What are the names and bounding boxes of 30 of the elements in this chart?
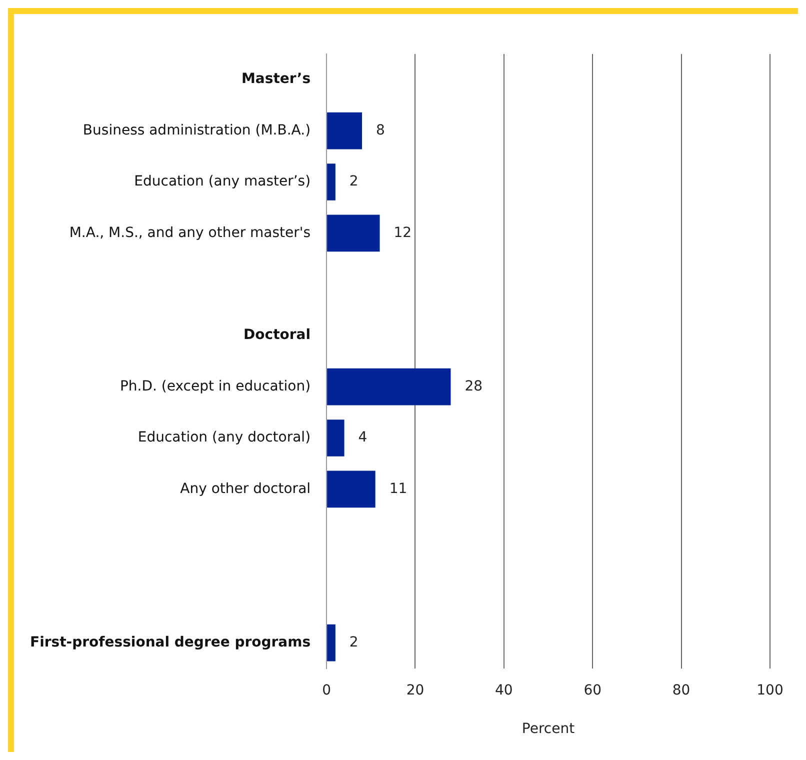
bar (327, 624, 336, 662)
y-tick-label: Ph.D. (except in education) (120, 378, 311, 394)
y-tick-label: Education (any master’s) (134, 174, 311, 190)
y-tick-label: Any other doctoral (180, 480, 311, 497)
data-label: 4 (358, 430, 368, 446)
x-tick-label: 20 (406, 682, 424, 698)
bar (327, 214, 380, 252)
y-tick-label: Master’s (242, 71, 311, 88)
bar (327, 368, 451, 406)
data-label: 28 (464, 378, 483, 394)
data-label: 11 (389, 480, 408, 497)
y-tick-label: Business administration (M.B.A.) (82, 122, 311, 138)
data-label: 8 (376, 122, 385, 138)
x-tick-label: 80 (672, 682, 690, 698)
bar (327, 112, 362, 150)
x-tick-label: 60 (584, 682, 602, 698)
x-axis-title: Percent (522, 721, 576, 738)
x-tick-label: 100 (756, 682, 784, 698)
y-tick-label: M.A., M.S., and any other master's (69, 224, 311, 241)
y-tick-label: First-professional degree programs (30, 634, 311, 650)
bar (327, 470, 376, 508)
bar (327, 420, 344, 456)
x-tick-label: 40 (495, 682, 513, 698)
data-label: 2 (349, 174, 358, 190)
data-label: 2 (349, 634, 358, 650)
y-tick-label: Education (any doctoral) (138, 430, 311, 446)
x-tick-label: 0 (322, 682, 332, 698)
y-tick-label: Doctoral (244, 327, 311, 344)
data-label: 12 (394, 224, 412, 241)
bar (327, 164, 336, 200)
